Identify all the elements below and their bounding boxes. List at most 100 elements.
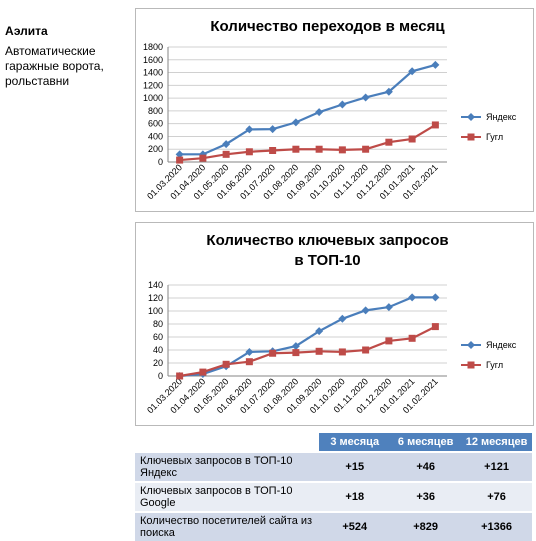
data-point <box>362 145 370 153</box>
data-point <box>408 135 416 143</box>
table-header-3-months: 3 месяца <box>319 433 391 452</box>
table-row: Количество посетителей сайта из поиска +… <box>135 511 532 541</box>
table-row-metric: Количество посетителей сайта из поиска <box>135 511 320 541</box>
data-point <box>222 360 230 368</box>
table-row: Ключевых запросов в ТОП-10 Google +18 +3… <box>135 481 532 512</box>
summary-table: 3 месяца 6 месяцев 12 месяцев Ключевых з… <box>135 433 532 541</box>
y-tick-label: 0 <box>158 371 163 381</box>
table-cell-value: +76 <box>461 481 532 512</box>
chart-title: Количество ключевых запросов <box>206 232 448 249</box>
data-point <box>245 148 253 156</box>
data-point <box>291 118 300 127</box>
data-point <box>384 303 393 312</box>
table-row: Ключевых запросов в ТОП-10 Яндекс +15 +4… <box>135 451 532 482</box>
data-point <box>292 349 300 357</box>
y-tick-label: 140 <box>148 280 163 290</box>
chart-title: в ТОП-10 <box>294 252 360 269</box>
table-header-12-months: 12 месяцев <box>461 433 532 452</box>
line-chart-svg: Количество ключевых запросов в ТОП-10 0 20 4… <box>145 232 517 415</box>
table-header-blank <box>135 433 320 452</box>
series-line <box>179 63 436 156</box>
data-point <box>431 121 439 129</box>
legend-marker <box>467 133 475 141</box>
data-point <box>292 145 300 153</box>
data-point <box>315 108 324 117</box>
y-tick-label: 0 <box>158 157 163 167</box>
table-cell-value: +18 <box>319 481 391 512</box>
y-tick-label: 1000 <box>143 93 163 103</box>
line-chart-svg: Количество переходов в месяц 0 200 400 600 80… <box>143 18 517 201</box>
data-point <box>362 346 370 354</box>
data-point <box>338 348 346 356</box>
monthly-visits-chart: Количество переходов в месяц 0 200 400 600 80… <box>135 8 534 212</box>
data-point <box>291 342 300 351</box>
y-tick-label: 120 <box>148 293 163 303</box>
table-cell-value: +46 <box>390 451 462 482</box>
data-point <box>338 314 347 323</box>
y-tick-label: 200 <box>148 144 163 154</box>
y-tick-label: 1400 <box>143 68 163 78</box>
data-point <box>408 334 416 342</box>
y-tick-label: 20 <box>153 358 163 368</box>
series-line <box>179 124 436 162</box>
y-tick-label: 1800 <box>143 42 163 52</box>
legend-label: Гугл <box>486 132 503 142</box>
data-point <box>408 293 417 302</box>
data-point <box>176 372 184 380</box>
legend-marker <box>467 113 475 121</box>
data-point <box>361 306 370 315</box>
y-tick-label: 100 <box>148 306 163 316</box>
data-point <box>245 125 254 134</box>
y-tick-label: 800 <box>148 106 163 116</box>
data-point <box>175 150 184 159</box>
table-cell-value: +524 <box>319 511 391 541</box>
data-point <box>408 67 417 76</box>
data-point <box>245 358 253 366</box>
top10-keywords-chart: Количество ключевых запросов в ТОП-10 0 20 4… <box>135 222 534 426</box>
data-point <box>245 347 254 356</box>
data-point <box>315 347 323 355</box>
data-point <box>361 93 370 102</box>
company-description: Автоматические гаражные ворота, рольстав… <box>5 44 104 88</box>
data-point <box>431 60 440 69</box>
y-tick-label: 80 <box>153 319 163 329</box>
data-point <box>222 150 230 158</box>
legend-marker <box>467 341 475 349</box>
series-line <box>179 325 436 378</box>
data-point <box>222 140 231 149</box>
data-point <box>338 100 347 109</box>
legend-marker <box>467 361 475 369</box>
data-point <box>315 327 324 336</box>
y-tick-label: 600 <box>148 119 163 129</box>
table-cell-value: +36 <box>390 481 462 512</box>
data-point <box>315 145 323 153</box>
data-point <box>431 293 440 302</box>
y-tick-label: 400 <box>148 131 163 141</box>
data-point <box>176 156 184 164</box>
table-cell-value: +829 <box>390 511 462 541</box>
data-point <box>199 368 207 376</box>
y-tick-label: 60 <box>153 332 163 342</box>
table-cell-value: +121 <box>461 451 532 482</box>
data-point <box>338 146 346 154</box>
legend-label: Гугл <box>486 360 503 370</box>
company-name: Аэлита <box>5 24 48 38</box>
table-cell-value: +1366 <box>461 511 532 541</box>
data-point <box>269 349 277 357</box>
data-point <box>385 138 393 146</box>
data-point <box>385 337 393 345</box>
data-point <box>268 125 277 134</box>
y-tick-label: 40 <box>153 345 163 355</box>
legend-label: Яндекс <box>486 340 517 350</box>
chart-title: Количество переходов в месяц <box>210 18 445 35</box>
table-row-metric: Ключевых запросов в ТОП-10 Яндекс <box>135 451 320 482</box>
table-row-metric: Ключевых запросов в ТОП-10 Google <box>135 481 320 512</box>
series-line <box>179 296 436 378</box>
table-header-row: 3 месяца 6 месяцев 12 месяцев <box>135 433 532 452</box>
y-tick-label: 1600 <box>143 55 163 65</box>
table-header-6-months: 6 месяцев <box>390 433 462 452</box>
y-tick-label: 1200 <box>143 80 163 90</box>
data-point <box>199 154 207 162</box>
data-point <box>384 87 393 96</box>
data-point <box>431 323 439 331</box>
